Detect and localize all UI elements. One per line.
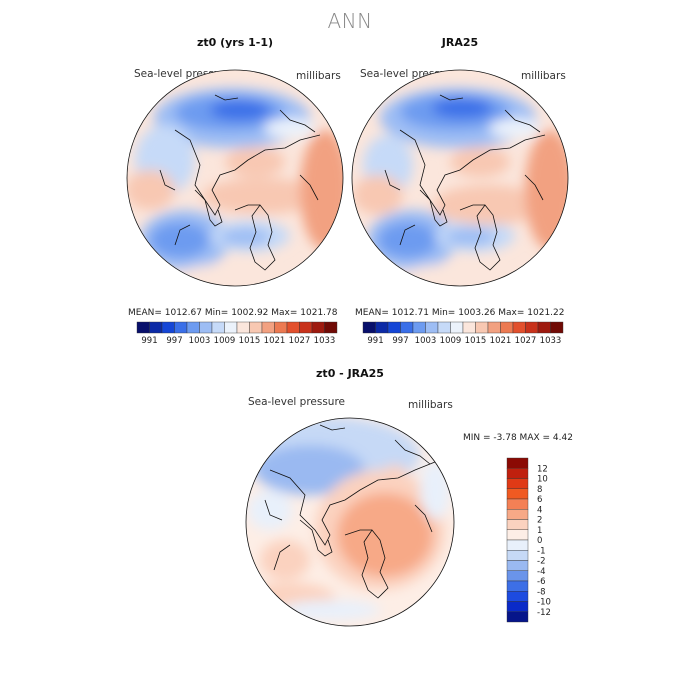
colorbar-tick-label: 1	[537, 526, 542, 536]
colorbar-tick-label: 2	[537, 516, 542, 526]
colorbar-tick-label: 1027	[515, 336, 537, 346]
colorbar-tick-label: 1033	[314, 336, 336, 346]
colorbar-swatch	[387, 321, 401, 334]
map-reference-slp	[351, 69, 569, 287]
colorbar-swatch	[136, 321, 150, 334]
colorbar-tick-label: 1015	[239, 336, 261, 346]
stats-line-model: MEAN= 1012.67 Min= 1002.92 Max= 1021.78	[128, 308, 338, 318]
colorbar-swatch	[450, 321, 464, 334]
colorbar-tick-label: 1027	[289, 336, 311, 346]
panel-variable-label: Sea-level pressure	[248, 396, 346, 408]
colorbar-swatch	[506, 601, 529, 612]
colorbar-swatch	[375, 321, 389, 334]
colorbar-swatch	[500, 321, 514, 334]
colorbar-tick-label: 1021	[490, 336, 512, 346]
colorbar-swatch	[274, 321, 288, 334]
map-model-slp	[126, 69, 344, 287]
colorbar-tick-label: -6	[537, 577, 545, 587]
colorbar-swatch	[362, 321, 376, 334]
colorbar-swatch	[506, 468, 529, 479]
colorbar-swatch	[199, 321, 213, 334]
colorbar-tick-label: 1021	[264, 336, 286, 346]
colorbar-swatch	[475, 321, 489, 334]
colorbar-swatch	[506, 580, 529, 592]
colorbar-swatch	[550, 321, 564, 334]
colorbar-swatch	[286, 321, 300, 334]
colorbar-swatch	[299, 321, 313, 334]
colorbar-tick-label: 1003	[189, 336, 211, 346]
colorbar-tick-label: 8	[537, 485, 542, 495]
colorbar-tick-label: 4	[537, 505, 542, 515]
panel-units-label: millibars	[296, 70, 341, 82]
colorbar-tick-label: 10	[537, 475, 548, 485]
colorbar-swatch	[224, 321, 238, 334]
colorbar-swatch	[249, 321, 263, 334]
panel-units-label: millibars	[408, 399, 453, 411]
colorbar-swatch	[161, 321, 175, 334]
stats-line-reference: MEAN= 1012.71 Min= 1003.26 Max= 1021.22	[355, 308, 565, 318]
colorbar-swatch	[149, 321, 163, 334]
colorbar-tick-label: -10	[537, 598, 551, 608]
colorbar-tick-label: 6	[537, 495, 542, 505]
colorbar-swatch	[506, 478, 529, 489]
colorbar-swatch	[506, 519, 529, 530]
colorbar-swatch	[506, 550, 529, 561]
colorbar-swatch	[506, 591, 529, 602]
colorbar-swatch	[400, 321, 414, 334]
colorbar-tick-label: 991	[141, 336, 157, 346]
colorbar-tick-label: 997	[166, 336, 182, 346]
colorbar-swatch	[261, 321, 275, 334]
colorbar-tick-label: -4	[537, 567, 545, 577]
colorbar-tick-label: 1015	[465, 336, 487, 346]
colorbar-swatch	[236, 321, 250, 334]
colorbar-swatch	[487, 321, 501, 334]
colorbar-swatch	[186, 321, 200, 334]
colorbar-swatch	[324, 321, 338, 334]
colorbar-swatch	[506, 570, 529, 582]
colorbar-swatch	[506, 539, 529, 551]
panel-title-reference: JRA25	[441, 36, 479, 49]
colorbar-tick-label: -12	[537, 608, 551, 618]
colorbar-swatch	[506, 509, 529, 520]
stats-line-difference: MIN = -3.78 MAX = 4.42	[463, 433, 573, 443]
colorbar-swatch	[462, 321, 476, 334]
colorbar-swatch	[537, 321, 551, 334]
colorbar-swatch	[506, 529, 529, 541]
colorbar-tick-label: 997	[392, 336, 408, 346]
colorbar-swatch	[506, 498, 529, 510]
colorbar-swatch	[512, 321, 526, 334]
colorbar-tick-label: 1009	[440, 336, 462, 346]
colorbar-swatch	[437, 321, 451, 334]
colorbar-swatch	[425, 321, 439, 334]
figure-title: ANN	[327, 9, 373, 33]
colorbar-swatch	[174, 321, 188, 334]
colorbar-swatch	[211, 321, 225, 334]
colorbar-swatch	[506, 611, 529, 623]
map-difference-slp	[245, 417, 455, 627]
colorbar-tick-label: -2	[537, 557, 545, 567]
colorbar-tick-label: 1033	[540, 336, 562, 346]
panel-units-label: millibars	[521, 70, 566, 82]
colorbar-tick-label: 0	[537, 536, 542, 546]
colorbar-model: 991 997 1003 1009 1015 1021 1027 1033	[136, 321, 338, 346]
panel-title-difference: zt0 - JRA25	[316, 367, 384, 380]
colorbar-tick-label: -8	[537, 587, 545, 597]
colorbar-swatch	[506, 560, 529, 571]
colorbar-swatch	[506, 488, 529, 500]
colorbar-tick-label: -1	[537, 546, 545, 556]
panel-title-model: zt0 (yrs 1-1)	[196, 36, 274, 49]
colorbar-reference: 991 997 1003 1009 1015 1021 1027 1033	[362, 321, 564, 346]
colorbar-tick-label: 12	[537, 464, 548, 474]
colorbar-swatch	[412, 321, 426, 334]
colorbar-swatch	[311, 321, 325, 334]
colorbar-tick-label: 1003	[415, 336, 437, 346]
colorbar-tick-label: 991	[367, 336, 383, 346]
colorbar-tick-label: 1009	[214, 336, 236, 346]
colorbar-swatch	[525, 321, 539, 334]
colorbar-swatch	[506, 457, 529, 469]
